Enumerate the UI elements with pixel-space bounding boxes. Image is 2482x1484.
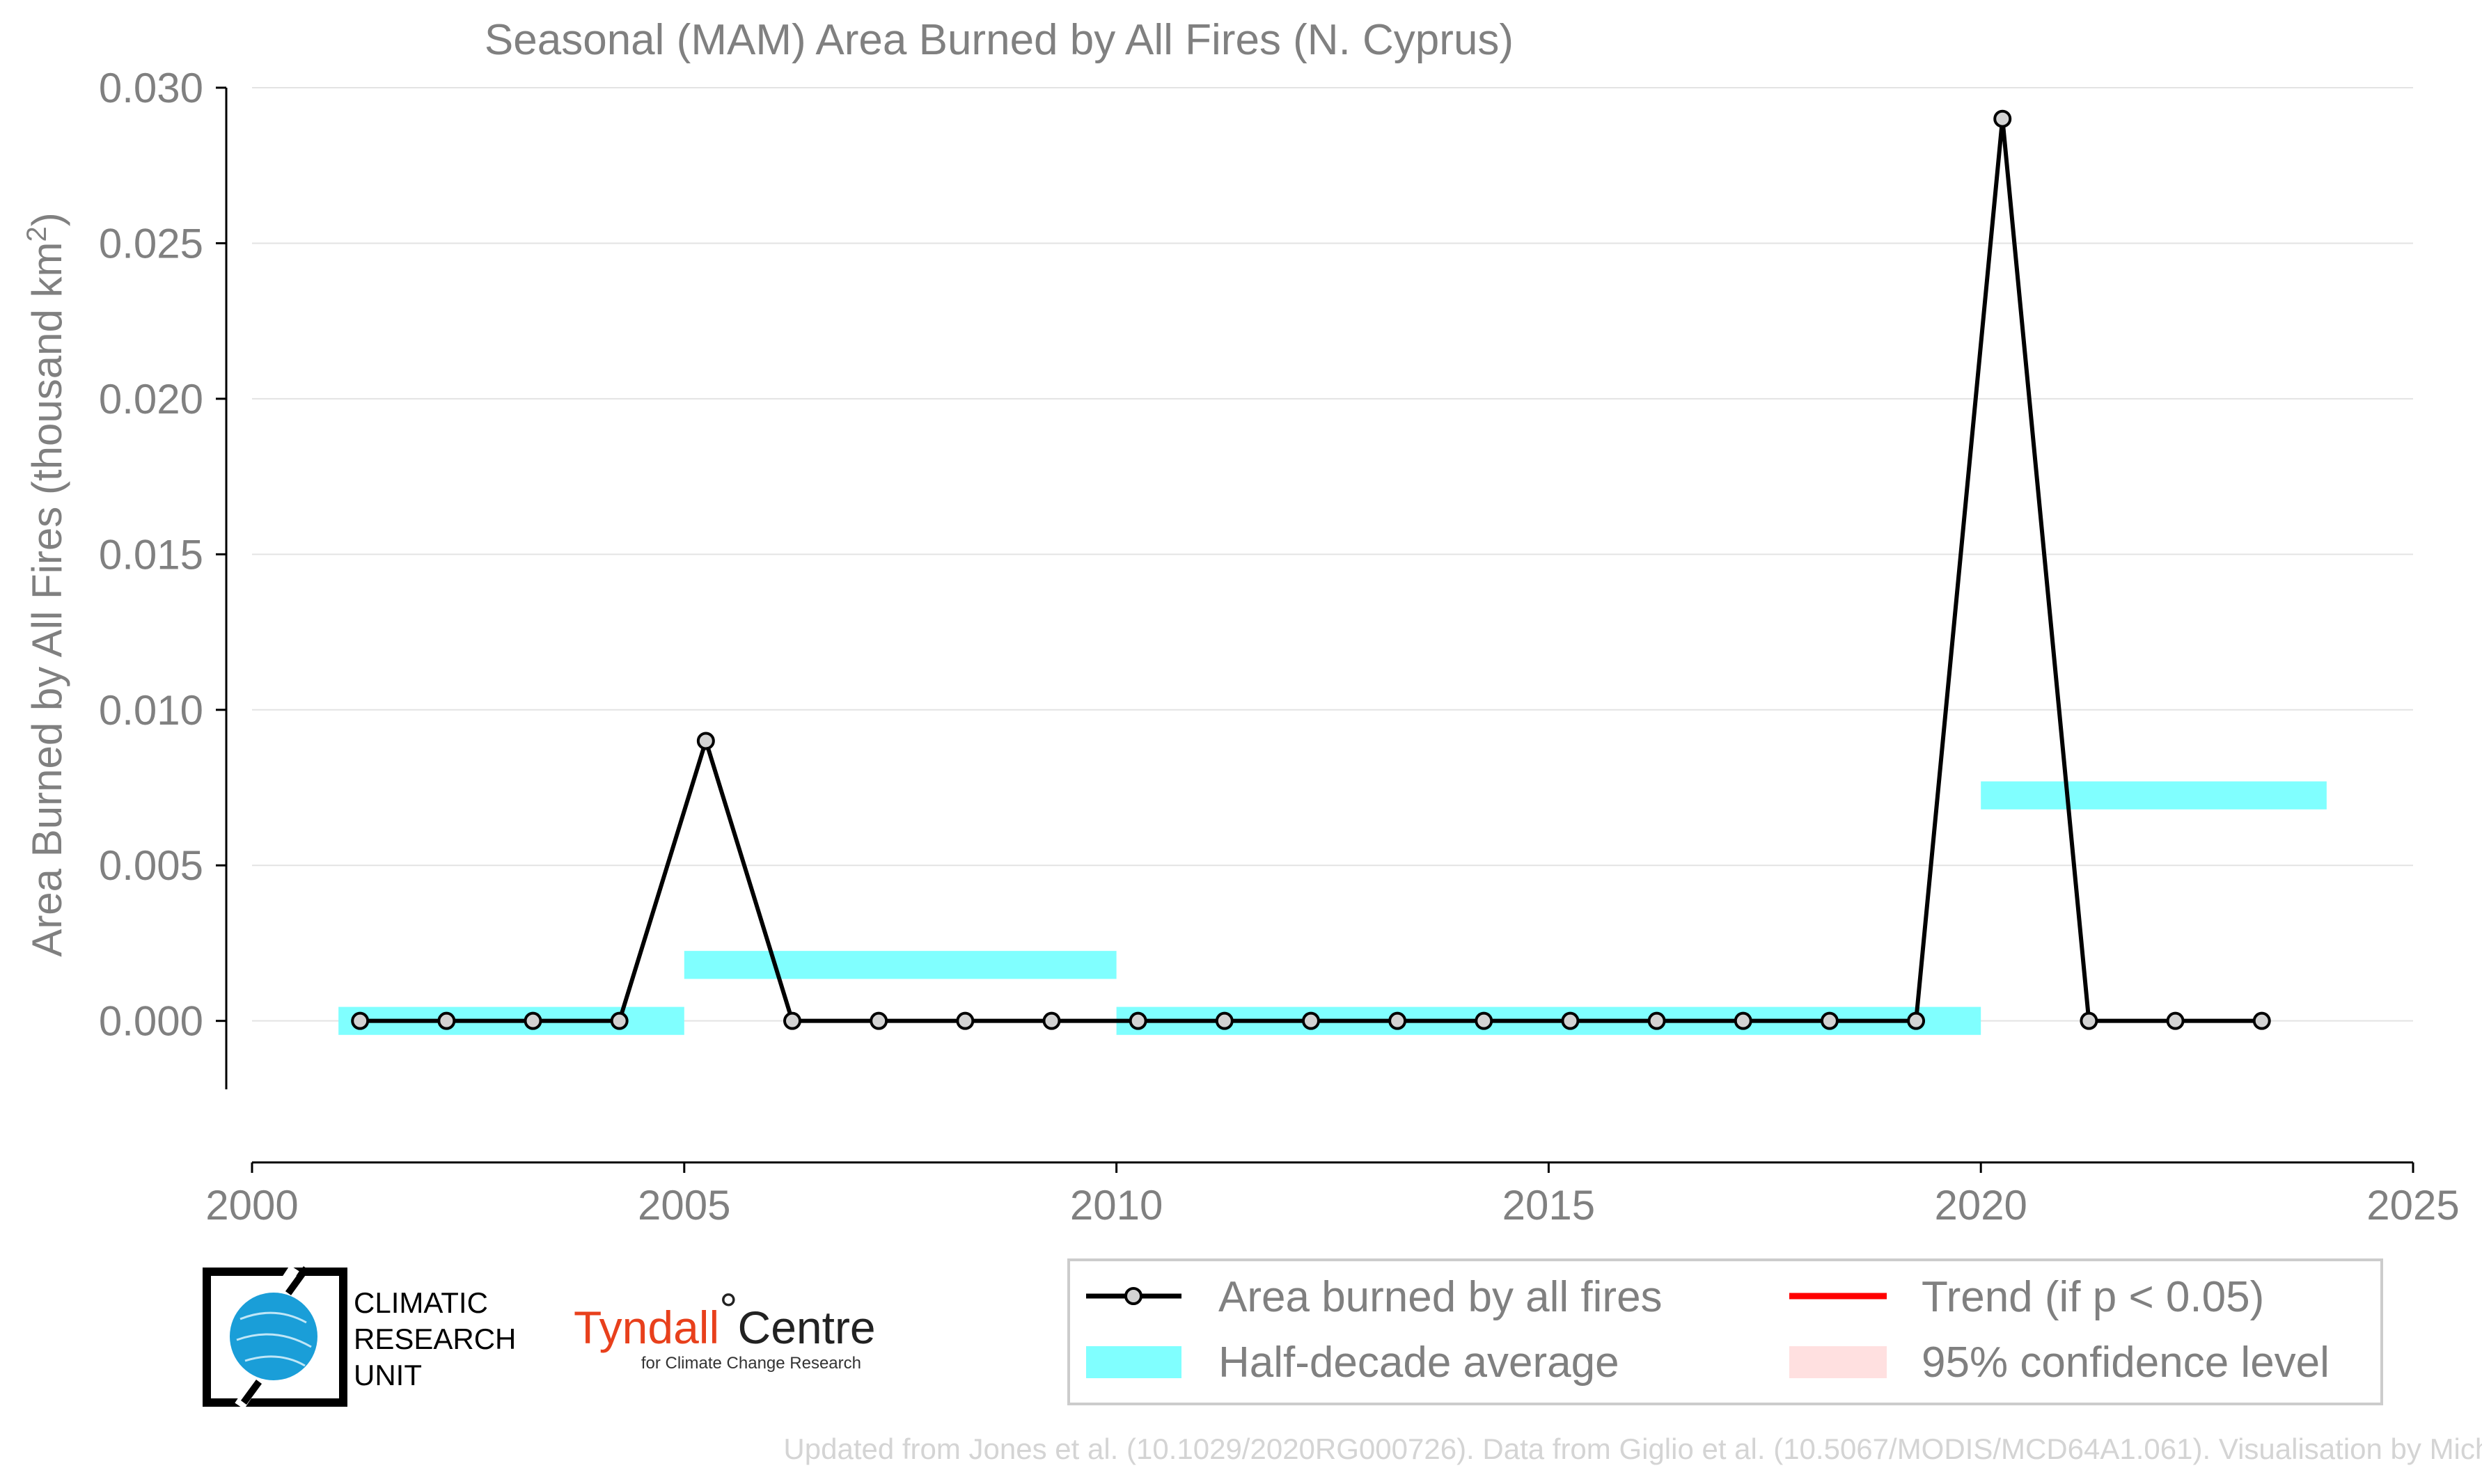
cru-bracket-right bbox=[244, 1268, 347, 1407]
legend-swatch-half-decade bbox=[1086, 1346, 1181, 1378]
legend: Area burned by all fires Trend (if p < 0… bbox=[1067, 1258, 2383, 1405]
data-point bbox=[437, 1011, 456, 1030]
data-point bbox=[1647, 1011, 1666, 1030]
half-decade-band bbox=[684, 951, 1117, 979]
legend-swatch-marker bbox=[1124, 1287, 1142, 1305]
y-tick-label: 0.010 bbox=[99, 687, 203, 734]
data-point bbox=[610, 1011, 629, 1030]
data-point bbox=[696, 732, 715, 750]
data-point bbox=[956, 1011, 975, 1030]
x-tick-label: 2015 bbox=[1502, 1182, 1595, 1229]
data-point bbox=[1820, 1011, 1839, 1030]
legend-label-confidence: 95% confidence level bbox=[1922, 1339, 2330, 1387]
data-point bbox=[524, 1011, 542, 1030]
legend-label-area-burned: Area burned by all fires bbox=[1218, 1273, 1663, 1321]
data-point bbox=[1129, 1011, 1147, 1030]
data-point bbox=[1388, 1011, 1407, 1030]
tyndall-logo: Tyndall°Centre for Climate Change Resear… bbox=[574, 1284, 876, 1373]
x-tick-label: 2000 bbox=[205, 1182, 298, 1229]
x-tick-label: 2020 bbox=[1934, 1182, 2027, 1229]
data-point bbox=[1301, 1011, 1320, 1030]
half-decade-band bbox=[1981, 781, 2327, 810]
y-axis-label: Area Burned by All Fires (thousand km2) bbox=[22, 212, 70, 956]
data-point bbox=[1734, 1011, 1752, 1030]
cru-text-line3: UNIT bbox=[354, 1359, 422, 1391]
cru-slash-top-line bbox=[285, 1266, 310, 1295]
data-point bbox=[1561, 1011, 1580, 1030]
y-tick-label: 0.020 bbox=[99, 376, 203, 423]
data-point bbox=[1907, 1011, 1926, 1030]
y-tick-label: 0.005 bbox=[99, 842, 203, 889]
data-point bbox=[783, 1011, 801, 1030]
y-tick-label: 0.030 bbox=[99, 65, 203, 111]
globe-swirl bbox=[236, 1311, 312, 1367]
legend-label-trend: Trend (if p < 0.05) bbox=[1922, 1273, 2264, 1321]
y-axis-label-end: ) bbox=[24, 212, 70, 226]
gridlines bbox=[252, 87, 2413, 1022]
globe-icon bbox=[230, 1293, 317, 1380]
y-tick-label: 0.000 bbox=[99, 998, 203, 1045]
tyndall-subtitle: for Climate Change Research bbox=[641, 1354, 861, 1373]
data-point bbox=[2080, 1011, 2098, 1030]
x-tick-label: 2010 bbox=[1070, 1182, 1163, 1229]
data-point bbox=[2166, 1011, 2185, 1030]
data-point bbox=[1475, 1011, 1493, 1030]
chart-title: Seasonal (MAM) Area Burned by All Fires … bbox=[485, 16, 1514, 64]
legend-label-half-decade: Half-decade average bbox=[1218, 1339, 1619, 1387]
data-point bbox=[870, 1011, 888, 1030]
tyndall-centre-text: Centre bbox=[738, 1302, 876, 1353]
y-tick-label: 0.025 bbox=[99, 220, 203, 267]
cru-text-line2: RESEARCH bbox=[354, 1323, 516, 1355]
half-decade-bands bbox=[338, 781, 2327, 1035]
cru-slash-bottom-line bbox=[240, 1380, 262, 1405]
cru-logo: CLIMATIC RESEARCH UNIT bbox=[203, 1265, 516, 1410]
y-tick-label: 0.015 bbox=[99, 531, 203, 578]
cru-slash-top bbox=[272, 1265, 299, 1298]
data-point bbox=[2252, 1011, 2271, 1030]
x-tick-label: 2005 bbox=[638, 1182, 730, 1229]
tyndall-degree: ° bbox=[719, 1284, 737, 1335]
series-line bbox=[360, 118, 2262, 1023]
x-tick-label: 2025 bbox=[2366, 1182, 2459, 1229]
legend-box bbox=[1067, 1258, 2383, 1405]
tyndall-wordmark: Tyndall°Centre bbox=[574, 1284, 876, 1353]
cru-bracket-left bbox=[203, 1268, 308, 1407]
footer-credits: Updated from Jones et al. (10.1029/2020R… bbox=[783, 1432, 2482, 1465]
data-point bbox=[1042, 1011, 1061, 1030]
cru-text-line1: CLIMATIC bbox=[354, 1286, 488, 1319]
series-layer bbox=[351, 109, 2271, 1030]
legend-swatch-confidence bbox=[1789, 1346, 1887, 1378]
data-point bbox=[351, 1011, 370, 1030]
data-point bbox=[1215, 1011, 1234, 1030]
y-axis-label-superscript: 2 bbox=[22, 226, 52, 242]
data-point bbox=[1993, 109, 2012, 128]
x-axis-ticks: 2000 2005 2010 2015 2020 2025 bbox=[205, 1162, 2460, 1229]
y-axis-ticks: 0.000 0.005 0.010 0.015 0.020 0.025 0.030 bbox=[99, 65, 226, 1045]
